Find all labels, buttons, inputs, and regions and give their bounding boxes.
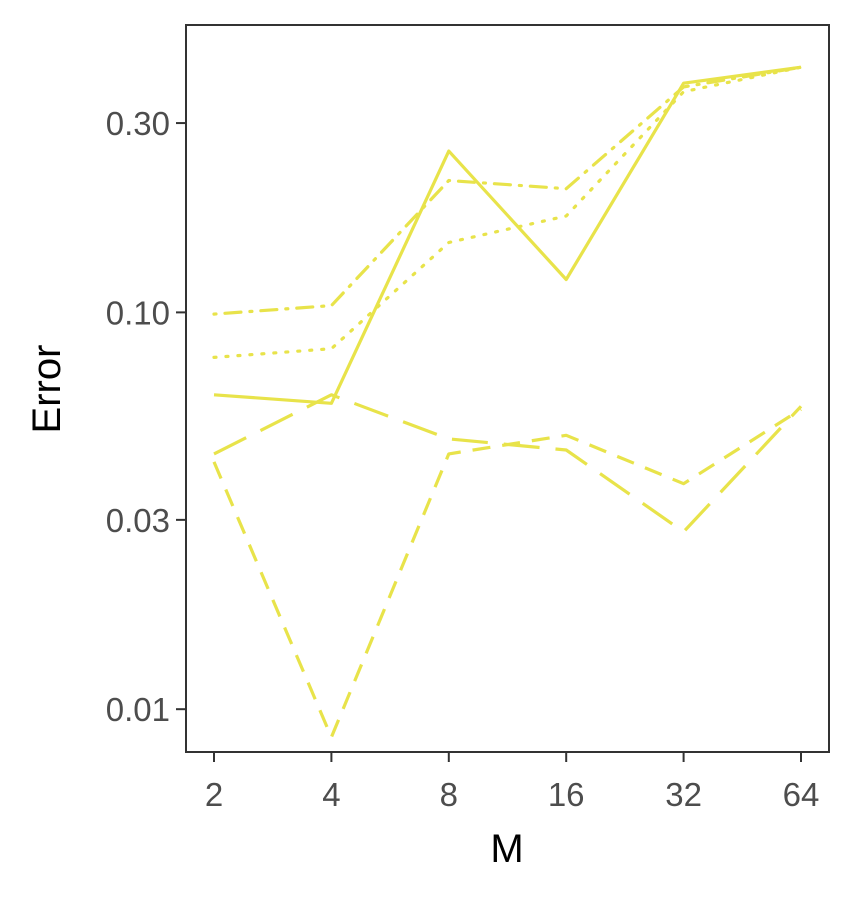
x-tick-label: 64 xyxy=(783,776,820,813)
x-tick-label: 4 xyxy=(322,776,340,813)
x-tick-label: 8 xyxy=(440,776,458,813)
series-line-dotted xyxy=(212,65,803,359)
x-axis-title: M xyxy=(490,827,523,871)
series-line-dashed xyxy=(212,407,802,739)
y-tick-label: 0.10 xyxy=(106,294,170,331)
y-axis-title: Error xyxy=(25,345,69,434)
y-tick-label: 0.03 xyxy=(106,502,170,539)
series-line-solid xyxy=(213,65,802,405)
y-tick-label: 0.30 xyxy=(106,105,170,142)
x-tick-label: 32 xyxy=(665,776,702,813)
series-line-dotdash xyxy=(212,65,803,316)
y-axis: 0.01 0.03 0.10 0.30 xyxy=(106,105,186,728)
y-tick-label: 0.01 xyxy=(106,691,170,728)
x-axis: 2 4 8 16 32 64 xyxy=(205,752,820,813)
x-tick-label: 2 xyxy=(205,776,223,813)
series-lines xyxy=(212,65,803,739)
x-tick-label: 16 xyxy=(548,776,585,813)
plot-panel xyxy=(185,24,830,753)
